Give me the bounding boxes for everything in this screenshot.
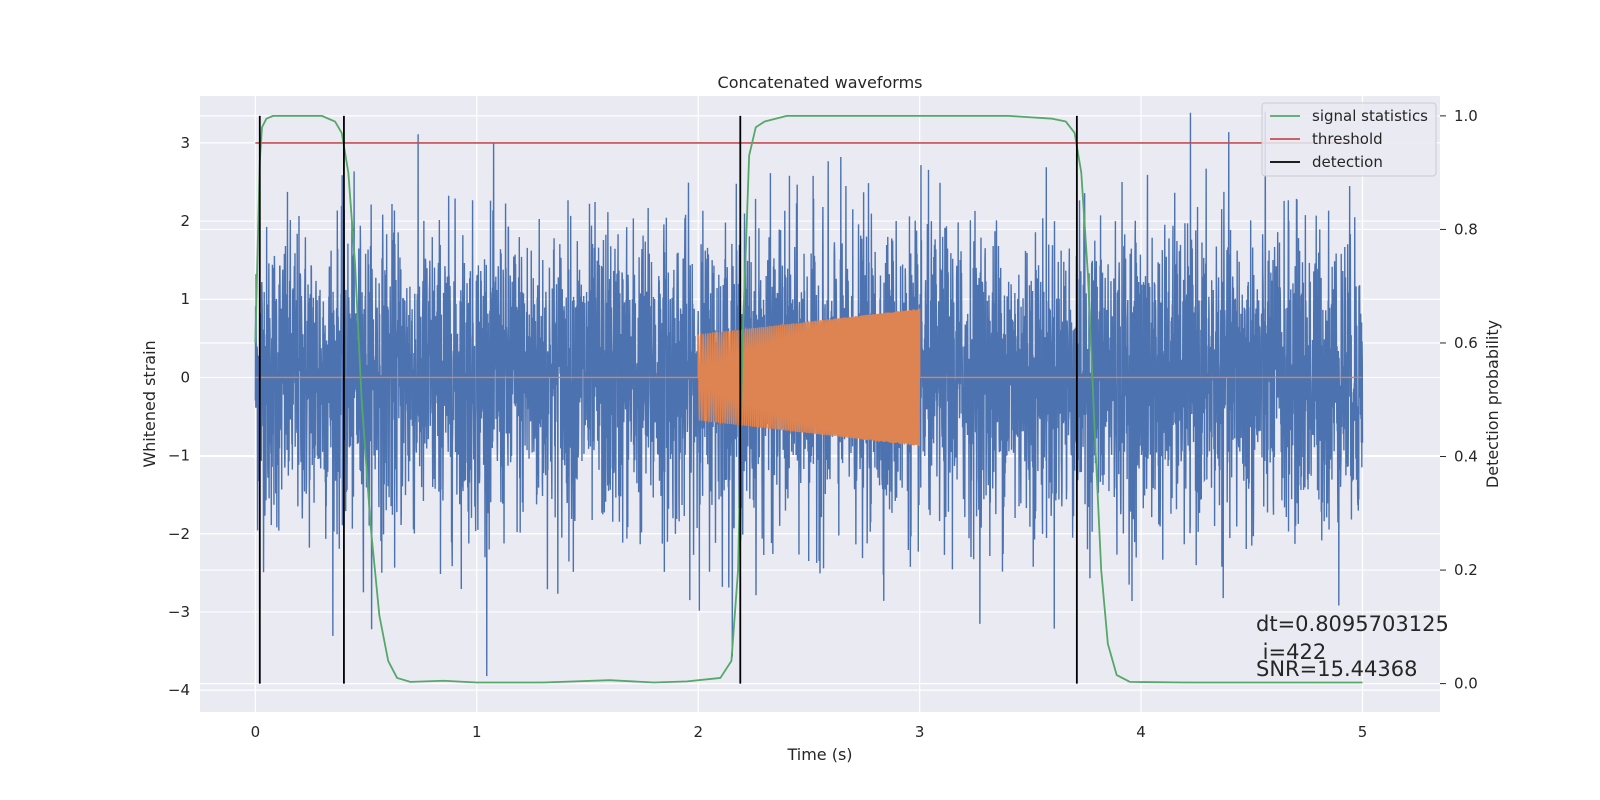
y2-ticks: 0.0 0.2 0.4 0.6 0.8 1.0: [1440, 107, 1478, 693]
y2-axis-label: Detection probability: [1483, 320, 1502, 488]
y-tick-label: 3: [180, 134, 190, 152]
chart-title: Concatenated waveforms: [718, 73, 923, 92]
y-tick-label: 1: [180, 290, 190, 308]
annotation-dt: dt=0.8095703125: [1256, 612, 1449, 636]
x-tick-label: 0: [251, 723, 261, 741]
legend: signal statistics threshold detection: [1261, 102, 1437, 177]
x-tick-label: 1: [472, 723, 482, 741]
x-tick-label: 3: [915, 723, 925, 741]
y2-tick-label: 1.0: [1454, 107, 1478, 125]
y-tick-label: −4: [168, 681, 190, 699]
y-axis-label: Whitened strain: [140, 340, 159, 467]
y2-tick-label: 0.6: [1454, 334, 1478, 352]
x-tick-label: 4: [1136, 723, 1146, 741]
series-injected-waveform: [255, 308, 1363, 447]
x-axis-label: Time (s): [786, 745, 852, 764]
series-signal-statistics: [254, 114, 1363, 684]
legend-label-signal-statistics: signal statistics: [1312, 107, 1428, 125]
annotation-snr: SNR=15.44368: [1256, 657, 1417, 681]
y-ticks: −4 −3 −2 −1 0 1 2 3: [168, 134, 190, 699]
x-ticks: 0 1 2 3 4 5: [251, 723, 1368, 741]
y2-tick-label: 0.0: [1454, 675, 1478, 693]
legend-label-threshold: threshold: [1312, 130, 1383, 148]
y-tick-label: 2: [180, 212, 190, 230]
y-tick-label: 0: [180, 368, 190, 386]
x-tick-label: 2: [693, 723, 703, 741]
legend-label-detection: detection: [1312, 153, 1383, 171]
y2-tick-label: 0.4: [1454, 448, 1478, 466]
y2-tick-label: 0.2: [1454, 561, 1478, 579]
y-tick-label: −3: [168, 603, 190, 621]
series-layer: [254, 111, 1364, 684]
y2-tick-label: 0.8: [1454, 220, 1478, 238]
y-tick-label: −2: [168, 525, 190, 543]
annotation-index: i=422: [1256, 640, 1326, 664]
y-tick-label: −1: [168, 447, 190, 465]
x-tick-label: 5: [1358, 723, 1368, 741]
legend-frame: [1261, 102, 1437, 177]
